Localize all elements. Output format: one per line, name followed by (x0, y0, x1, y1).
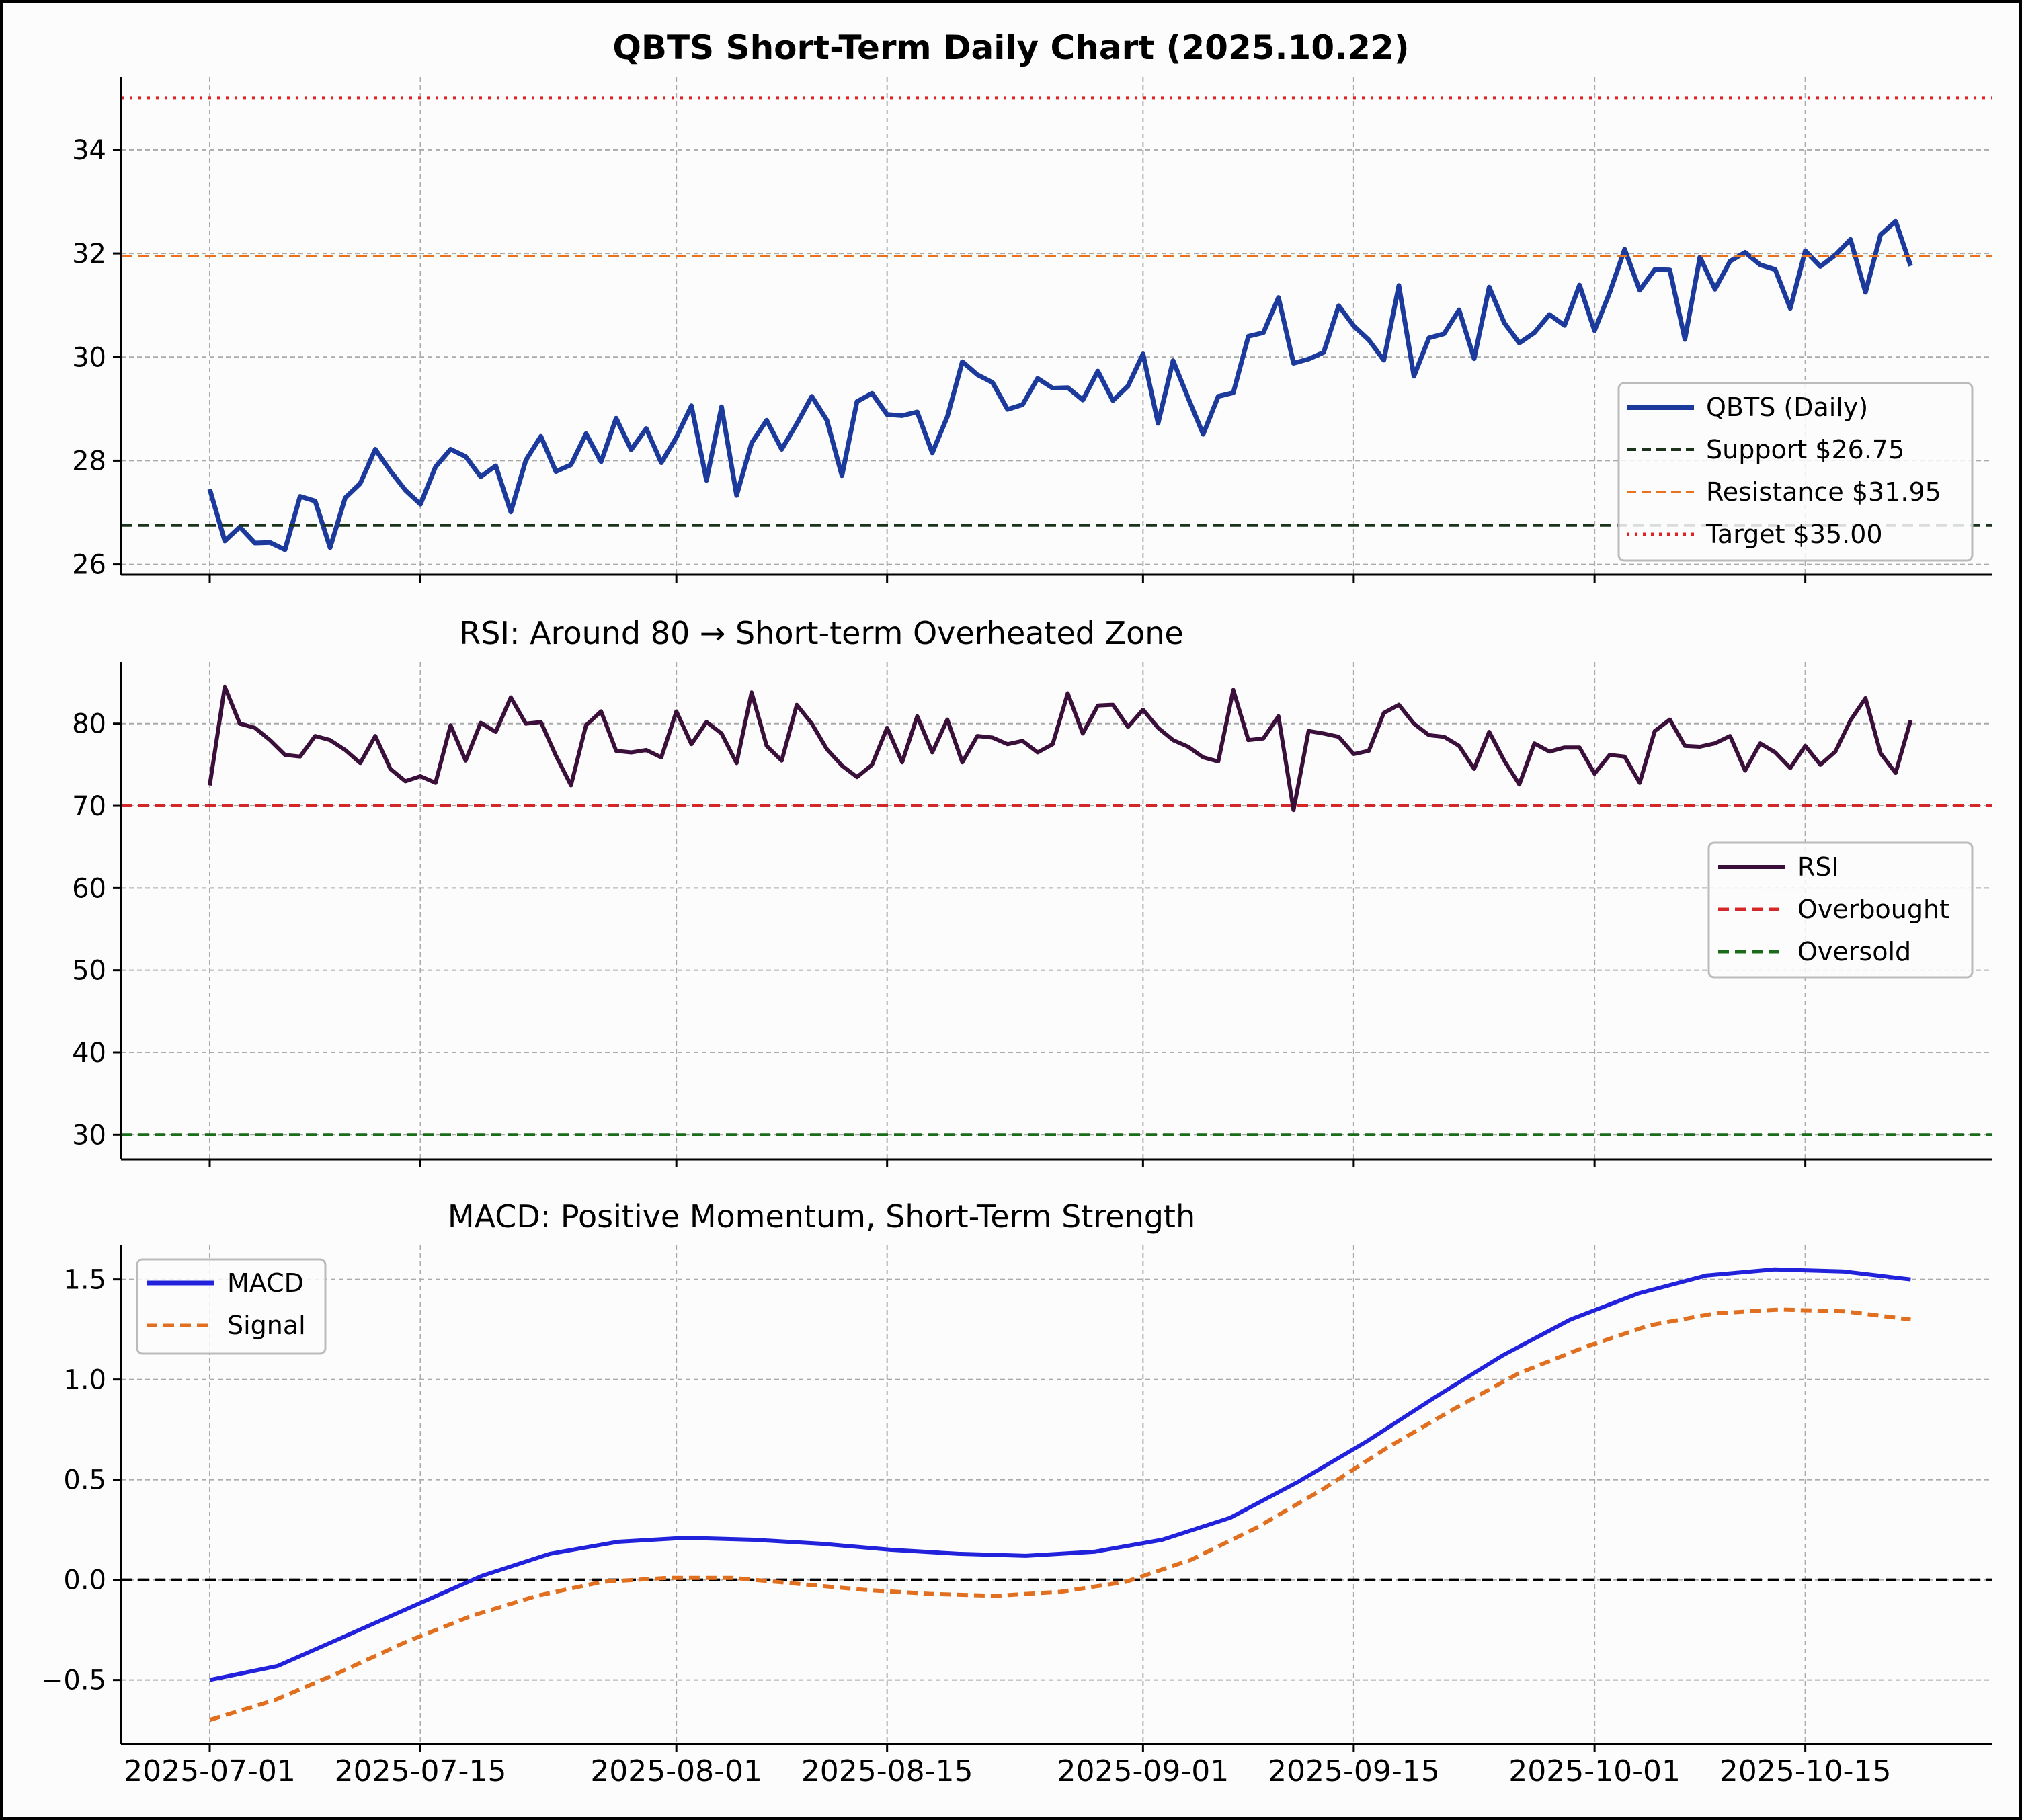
x-tick-label: 2025-10-01 (1508, 1754, 1681, 1788)
price-legend-box (1617, 382, 1974, 562)
y-tick-label: 0.0 (63, 1565, 106, 1596)
macd-panel: −0.5 0.0 0.5 1.0 1.5 MACD: Positive Momentum… (41, 1198, 1992, 1752)
x-tick-label: 2025-07-15 (335, 1754, 507, 1788)
macd-grid (121, 1245, 1992, 1744)
rsi-y-ticks: 30 40 50 60 70 80 (72, 709, 121, 1151)
macd-y-ticks: −0.5 0.0 0.5 1.0 1.5 (41, 1265, 121, 1696)
x-tick-label: 2025-09-15 (1268, 1754, 1440, 1788)
price-lines (121, 96, 1992, 552)
macd-lines (121, 1267, 1992, 1723)
legend-label-oversold: Oversold (1797, 937, 1911, 966)
y-tick-label: −0.5 (41, 1665, 106, 1696)
legend-label-rsi: RSI (1797, 852, 1839, 882)
y-tick-label: 40 (72, 1038, 106, 1069)
series-line-signal (209, 1307, 1911, 1723)
price-axes (120, 77, 1992, 583)
legend-label-overbought: Overbought (1797, 895, 1949, 924)
price-y-ticks: 26 28 30 32 34 (72, 135, 121, 581)
series-line-rsi (208, 684, 1913, 813)
rsi-legend-box (1707, 841, 1974, 979)
y-tick-label: 50 (72, 956, 106, 987)
legend-label-macd: MACD (227, 1268, 304, 1298)
rsi-legend: RSI Overbought Oversold (1707, 841, 1974, 979)
y-tick-label: 28 (72, 446, 106, 477)
x-tick-label: 2025-09-01 (1057, 1754, 1229, 1788)
rsi-panel: 30 40 50 60 70 80 RSI: Around 80 → Short-term… (72, 615, 1992, 1167)
macd-chart-title: MACD: Positive Momentum, Short-Term Stre… (448, 1198, 1195, 1235)
rsi-axes (120, 662, 1992, 1167)
legend-label-resistance: Resistance $31.95 (1706, 477, 1941, 507)
legend-label-qbts: QBTS (Daily) (1706, 392, 1868, 422)
x-tick-label: 2025-10-15 (1720, 1754, 1892, 1788)
legend-label-support: Support $26.75 (1706, 435, 1904, 464)
price-legend: QBTS (Daily) Support $26.75 Resistance $… (1617, 382, 1974, 562)
y-tick-label: 80 (72, 709, 106, 740)
y-tick-label: 34 (72, 135, 106, 166)
price-panel: 26 28 30 32 34 QBTS Short-Term Daily Chart (… (72, 28, 1992, 583)
y-tick-label: 70 (72, 791, 106, 822)
y-tick-label: 26 (72, 550, 106, 581)
series-line-macd (209, 1267, 1911, 1682)
rsi-chart-title: RSI: Around 80 → Short-term Overheated Z… (459, 615, 1183, 651)
y-tick-label: 0.5 (63, 1465, 106, 1496)
x-tick-labels: 2025-07-01 2025-07-15 2025-08-01 2025-08-15… (124, 1754, 1891, 1788)
x-tick-label: 2025-08-15 (801, 1754, 973, 1788)
x-tick-label: 2025-08-01 (590, 1754, 762, 1788)
y-tick-label: 30 (72, 1120, 106, 1151)
y-tick-label: 32 (72, 239, 106, 270)
price-grid (121, 77, 1992, 575)
legend-label-signal: Signal (227, 1311, 306, 1340)
legend-label-target: Target $35.00 (1705, 520, 1883, 549)
y-tick-label: 1.0 (63, 1365, 106, 1396)
y-tick-label: 60 (72, 873, 106, 904)
y-tick-label: 30 (72, 342, 106, 373)
macd-axes (120, 1245, 1992, 1752)
rsi-lines (121, 684, 1992, 1136)
x-tick-label: 2025-07-01 (124, 1754, 296, 1788)
price-chart-title: QBTS Short-Term Daily Chart (2025.10.22) (612, 28, 1409, 67)
y-tick-label: 1.5 (63, 1265, 106, 1296)
macd-legend: MACD Signal (136, 1258, 327, 1355)
